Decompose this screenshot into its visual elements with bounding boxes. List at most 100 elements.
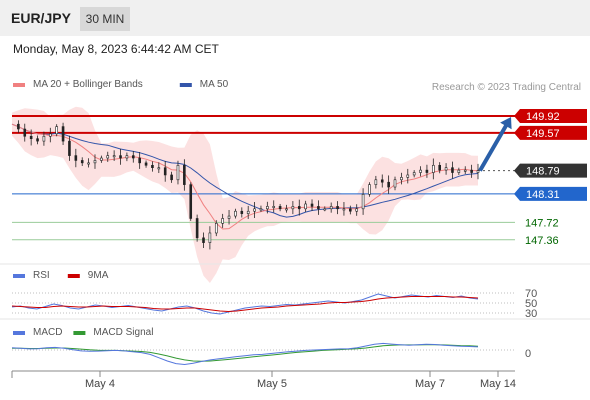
level-label-149.57: 149.57 bbox=[526, 128, 560, 140]
candle-17 bbox=[119, 148, 122, 165]
candle-body bbox=[93, 160, 97, 164]
candle-body bbox=[240, 210, 244, 214]
symbol-title: EUR/JPY bbox=[11, 10, 71, 26]
candle-54 bbox=[355, 204, 359, 216]
candle-body bbox=[317, 206, 320, 210]
time-axis: May 4 May 5 May 7 May 14 bbox=[11, 370, 516, 390]
candle-18 bbox=[125, 152, 129, 162]
level-tag-149.92 bbox=[514, 108, 587, 123]
candle-4 bbox=[36, 135, 39, 145]
candle-body bbox=[374, 179, 378, 185]
candle-43 bbox=[285, 204, 288, 213]
macd-legend-label-0: MACD bbox=[33, 327, 62, 338]
rsi-level-label-70: 70 bbox=[525, 288, 537, 300]
candle-30 bbox=[202, 232, 205, 248]
candle-body bbox=[176, 164, 180, 181]
candle-55 bbox=[361, 188, 365, 215]
candle-body bbox=[297, 206, 301, 210]
candle-66 bbox=[432, 158, 435, 180]
candle-64 bbox=[419, 166, 422, 177]
candle-body bbox=[55, 126, 58, 135]
level-label-149.92: 149.92 bbox=[526, 111, 560, 123]
time-tick-label-3: May 14 bbox=[480, 378, 516, 390]
candle-53 bbox=[349, 205, 352, 215]
candle-51 bbox=[336, 201, 339, 215]
candle-body bbox=[214, 223, 218, 234]
candle-3 bbox=[29, 129, 33, 146]
rsi-level-label-30: 30 bbox=[525, 308, 537, 320]
candle-11 bbox=[80, 157, 84, 167]
timeframe-badge[interactable]: 30 MIN bbox=[80, 7, 130, 31]
candle-body bbox=[342, 208, 346, 211]
price-legend-swatch-1 bbox=[179, 83, 192, 87]
candle-31 bbox=[208, 226, 212, 250]
candle-body bbox=[304, 203, 307, 210]
candle-body bbox=[74, 155, 78, 161]
candle-14 bbox=[100, 155, 103, 163]
candle-body bbox=[151, 164, 154, 169]
candle-body bbox=[406, 174, 410, 178]
candle-28 bbox=[189, 182, 193, 221]
candle-body bbox=[419, 169, 422, 173]
candle-body bbox=[463, 169, 467, 172]
level-label-147.72: 147.72 bbox=[525, 217, 559, 229]
candle-60 bbox=[393, 176, 397, 191]
ma50-line bbox=[11, 123, 479, 218]
candle-body bbox=[323, 208, 327, 211]
candle-body bbox=[457, 169, 461, 173]
rsi-ma-line bbox=[11, 296, 479, 313]
candle-33 bbox=[221, 213, 224, 228]
chart-svg: Monday, May 8, 2023 6:44:42 AM CET Resea… bbox=[0, 42, 590, 390]
candle-body bbox=[29, 135, 33, 139]
candle-body bbox=[119, 155, 122, 159]
copyright-label: Research © 2023 Trading Central bbox=[432, 82, 581, 93]
candle-body bbox=[444, 167, 448, 171]
candle-63 bbox=[412, 170, 416, 178]
macd-level-label-0: 0 bbox=[525, 348, 531, 360]
candle-73 bbox=[476, 163, 480, 180]
candle-body bbox=[100, 157, 103, 161]
candle-27 bbox=[183, 159, 186, 191]
level-tag-149.57 bbox=[514, 125, 587, 140]
level-label-148.79: 148.79 bbox=[526, 166, 560, 178]
candle-body bbox=[131, 155, 135, 159]
candle-10 bbox=[74, 148, 78, 168]
candle-body bbox=[310, 203, 314, 207]
candle-8 bbox=[61, 122, 65, 145]
price-legend-label-1: MA 50 bbox=[200, 79, 229, 90]
level-label-148.31: 148.31 bbox=[526, 189, 560, 201]
rsi-legend-label-0: RSI bbox=[33, 270, 50, 281]
candle-72 bbox=[470, 164, 473, 178]
forecast-arrow-shaft bbox=[478, 122, 509, 172]
candle-body bbox=[246, 210, 250, 214]
rsi-legend-swatch-0 bbox=[13, 274, 25, 278]
candle-61 bbox=[400, 172, 403, 185]
macd-signal-line bbox=[12, 344, 479, 362]
candle-41 bbox=[272, 200, 276, 213]
candle-2 bbox=[23, 123, 27, 142]
candle-body bbox=[68, 140, 71, 156]
candle-body bbox=[349, 208, 352, 212]
rsi-legend-swatch-1 bbox=[67, 274, 80, 278]
candle-body bbox=[387, 181, 390, 188]
candle-body bbox=[183, 164, 186, 185]
candle-56 bbox=[368, 182, 371, 197]
candle-62 bbox=[406, 168, 410, 184]
candle-23 bbox=[157, 162, 161, 174]
candle-9 bbox=[68, 135, 71, 161]
candle-71 bbox=[463, 166, 467, 174]
macd-line bbox=[11, 342, 479, 366]
candle-body bbox=[470, 169, 473, 173]
candle-body bbox=[432, 164, 435, 173]
candle-body bbox=[112, 155, 116, 158]
candle-body bbox=[329, 206, 333, 210]
price-legend-label-0: MA 20 + Bollinger Bands bbox=[33, 79, 143, 90]
macd-panel: MACD MACD Signal 0 bbox=[11, 327, 531, 366]
candle-52 bbox=[342, 202, 346, 216]
candle-body bbox=[87, 162, 90, 165]
candle-body bbox=[36, 138, 39, 142]
candle-68 bbox=[444, 163, 448, 175]
datetime-label: Monday, May 8, 2023 6:44:42 AM CET bbox=[13, 42, 220, 56]
candle-body bbox=[106, 155, 110, 159]
candle-body bbox=[476, 170, 480, 173]
